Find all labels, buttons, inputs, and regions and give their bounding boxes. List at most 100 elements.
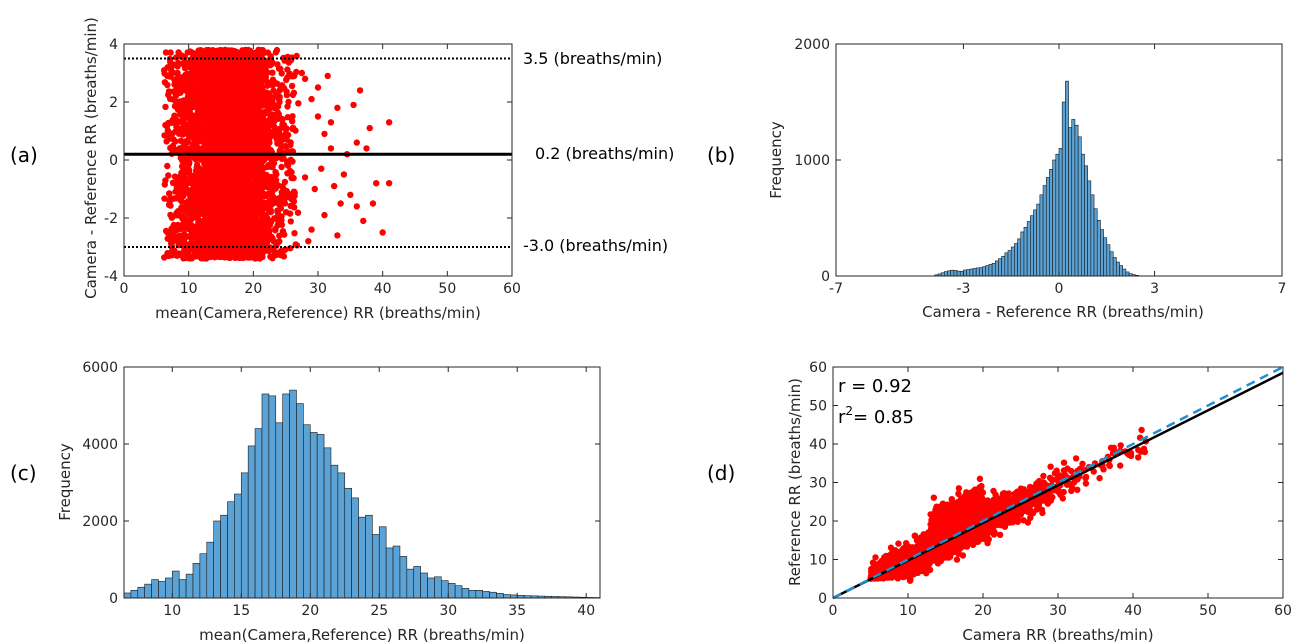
- data-point: [301, 75, 309, 83]
- a-ytick-label: -2: [104, 211, 118, 227]
- data-point: [245, 164, 253, 171]
- a-xtick-label: 60: [503, 281, 521, 297]
- data-point: [252, 224, 259, 232]
- data-point: [196, 223, 203, 230]
- bars-b: [934, 80, 1139, 277]
- data-point: [164, 81, 171, 89]
- histogram-bar: [144, 583, 152, 599]
- histogram-bar: [137, 586, 145, 599]
- data-point: [171, 247, 178, 254]
- data-point: [191, 198, 198, 205]
- data-point: [291, 230, 298, 237]
- data-point: [215, 138, 223, 145]
- data-point: [258, 208, 266, 216]
- b-ytick-label: 1000: [794, 153, 830, 169]
- data-point: [181, 235, 188, 242]
- data-point: [250, 183, 257, 191]
- data-point: [194, 215, 201, 222]
- data-point: [286, 157, 293, 165]
- data-point: [385, 180, 393, 187]
- data-point: [248, 253, 255, 261]
- data-point: [254, 111, 261, 118]
- b-xtick-label: 0: [1055, 281, 1064, 297]
- histogram-bar: [1081, 153, 1085, 277]
- data-point: [214, 104, 221, 111]
- histogram-bar: [406, 568, 415, 599]
- histogram-bar: [1030, 215, 1034, 277]
- data-point: [185, 225, 192, 233]
- data-point: [274, 61, 281, 68]
- data-point: [243, 222, 250, 230]
- data-point: [976, 475, 984, 482]
- a-xtick-label: 40: [374, 281, 392, 297]
- histogram-bar: [1020, 231, 1025, 277]
- data-point: [191, 147, 198, 154]
- data-point: [305, 238, 312, 245]
- data-point: [164, 162, 171, 170]
- data-point: [207, 56, 215, 63]
- data-point: [264, 89, 271, 97]
- data-point: [161, 195, 168, 202]
- a-xtick-label: 10: [180, 281, 198, 297]
- histogram-bar: [956, 270, 961, 277]
- histogram-bar: [461, 588, 470, 599]
- panel-label-b: (b): [707, 143, 735, 167]
- data-point: [230, 178, 237, 185]
- data-point: [204, 70, 211, 78]
- histogram-bar: [309, 432, 318, 599]
- histogram-bar: [468, 589, 477, 599]
- data-point: [327, 119, 335, 126]
- data-point: [236, 51, 243, 58]
- data-point: [190, 64, 197, 71]
- histogram-bar: [413, 566, 421, 599]
- data-point: [230, 226, 237, 233]
- histogram-bar: [1001, 255, 1006, 277]
- data-point: [267, 154, 274, 161]
- data-point: [177, 111, 184, 118]
- data-point: [252, 208, 259, 215]
- c-xtick-label: 35: [508, 603, 526, 619]
- data-point: [243, 248, 250, 255]
- data-point: [224, 211, 231, 218]
- data-point: [229, 219, 237, 227]
- data-point: [241, 179, 248, 187]
- a-ytick-label: -4: [104, 269, 118, 285]
- histogram-bar: [385, 547, 394, 599]
- data-point: [1047, 463, 1054, 470]
- data-point: [289, 113, 296, 120]
- histogram-bar: [165, 577, 173, 599]
- data-point: [363, 145, 370, 152]
- data-point: [265, 99, 273, 106]
- data-point: [274, 135, 281, 143]
- data-point: [212, 147, 219, 154]
- data-point: [287, 245, 294, 252]
- histogram-bar: [171, 570, 180, 599]
- data-point: [207, 64, 214, 72]
- data-point: [258, 127, 266, 134]
- histogram-bar: [358, 516, 366, 599]
- data-point: [196, 165, 204, 172]
- data-point: [221, 127, 228, 134]
- data-point: [271, 123, 278, 130]
- data-point: [260, 222, 268, 229]
- panel-label-c: (c): [10, 461, 37, 485]
- histogram-bar: [240, 472, 249, 599]
- data-point: [243, 87, 251, 95]
- data-point: [288, 82, 296, 90]
- data-point: [205, 134, 212, 141]
- data-point: [176, 145, 183, 152]
- histogram-bar: [365, 514, 373, 599]
- histogram-bar: [427, 577, 435, 599]
- data-point: [223, 59, 231, 66]
- data-point: [203, 96, 211, 104]
- histogram-bar: [337, 472, 346, 599]
- data-point: [259, 102, 266, 109]
- b-ytick-label: 0: [821, 269, 830, 285]
- histogram-bar: [489, 591, 497, 599]
- c-xtick-label: 20: [301, 603, 319, 619]
- data-point: [176, 192, 183, 200]
- histogram-bar: [1049, 168, 1053, 277]
- data-point: [301, 174, 309, 181]
- data-point: [228, 105, 235, 112]
